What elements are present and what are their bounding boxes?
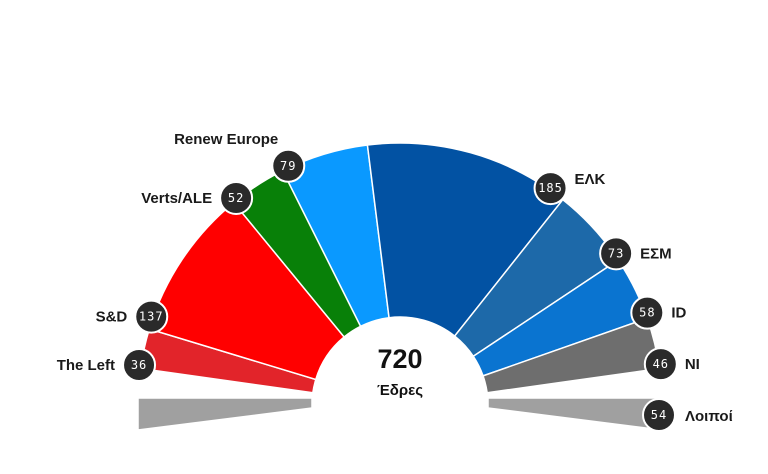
party-label-renew-europe: Renew Europe bbox=[174, 131, 278, 148]
total-seats-label: Έδρες bbox=[377, 382, 423, 399]
seat-count-renew-europe: 79 bbox=[280, 159, 296, 173]
seat-count-others: 54 bbox=[651, 408, 667, 422]
seat-count-sandd: 137 bbox=[139, 310, 164, 324]
seat-count-εσμ: 73 bbox=[608, 246, 624, 260]
party-label-sandd: S&D bbox=[96, 309, 128, 326]
seat-count-verts-ale: 52 bbox=[228, 191, 244, 205]
seat-badge-ni bbox=[643, 347, 678, 382]
seat-count-ni: 46 bbox=[653, 357, 669, 371]
party-label-ελκ: ΕΛΚ bbox=[575, 171, 606, 188]
seat-badge-sandd bbox=[134, 299, 169, 334]
seat-count-id: 58 bbox=[639, 306, 655, 320]
segment-ni bbox=[482, 317, 661, 394]
seat-count-the-left: 36 bbox=[131, 358, 147, 372]
total-seats-value: 720 bbox=[377, 344, 422, 374]
party-label-verts-ale: Verts/ALE bbox=[141, 190, 212, 207]
seat-badge-others bbox=[642, 398, 676, 432]
seat-badges: 36 137 52 79 185 73 58 46 54 bbox=[122, 148, 678, 432]
segment-others-left bbox=[137, 397, 313, 431]
party-labels: The Left S&D Verts/ALE Renew Europe ΕΛΚ ΕΣΜ ID… bbox=[57, 131, 733, 425]
seat-badge-ελκ bbox=[533, 171, 568, 206]
segment-others-right bbox=[487, 397, 663, 431]
seat-badge-renew-europe bbox=[271, 148, 306, 183]
party-label-others: Λοιποί bbox=[685, 408, 733, 425]
seat-badge-the-left bbox=[122, 348, 157, 383]
party-label-ni: NI bbox=[685, 356, 700, 373]
seat-segments bbox=[137, 142, 663, 474]
seat-badge-verts-ale bbox=[219, 181, 254, 216]
party-label-the-left: The Left bbox=[57, 357, 115, 374]
seat-badge-id bbox=[630, 295, 665, 330]
party-label-id: ID bbox=[671, 305, 686, 322]
center-hole bbox=[316, 321, 484, 474]
seat-count-ελκ: 185 bbox=[538, 181, 563, 195]
party-label-εσμ: ΕΣΜ bbox=[640, 245, 672, 262]
seat-badge-εσμ bbox=[599, 236, 634, 271]
